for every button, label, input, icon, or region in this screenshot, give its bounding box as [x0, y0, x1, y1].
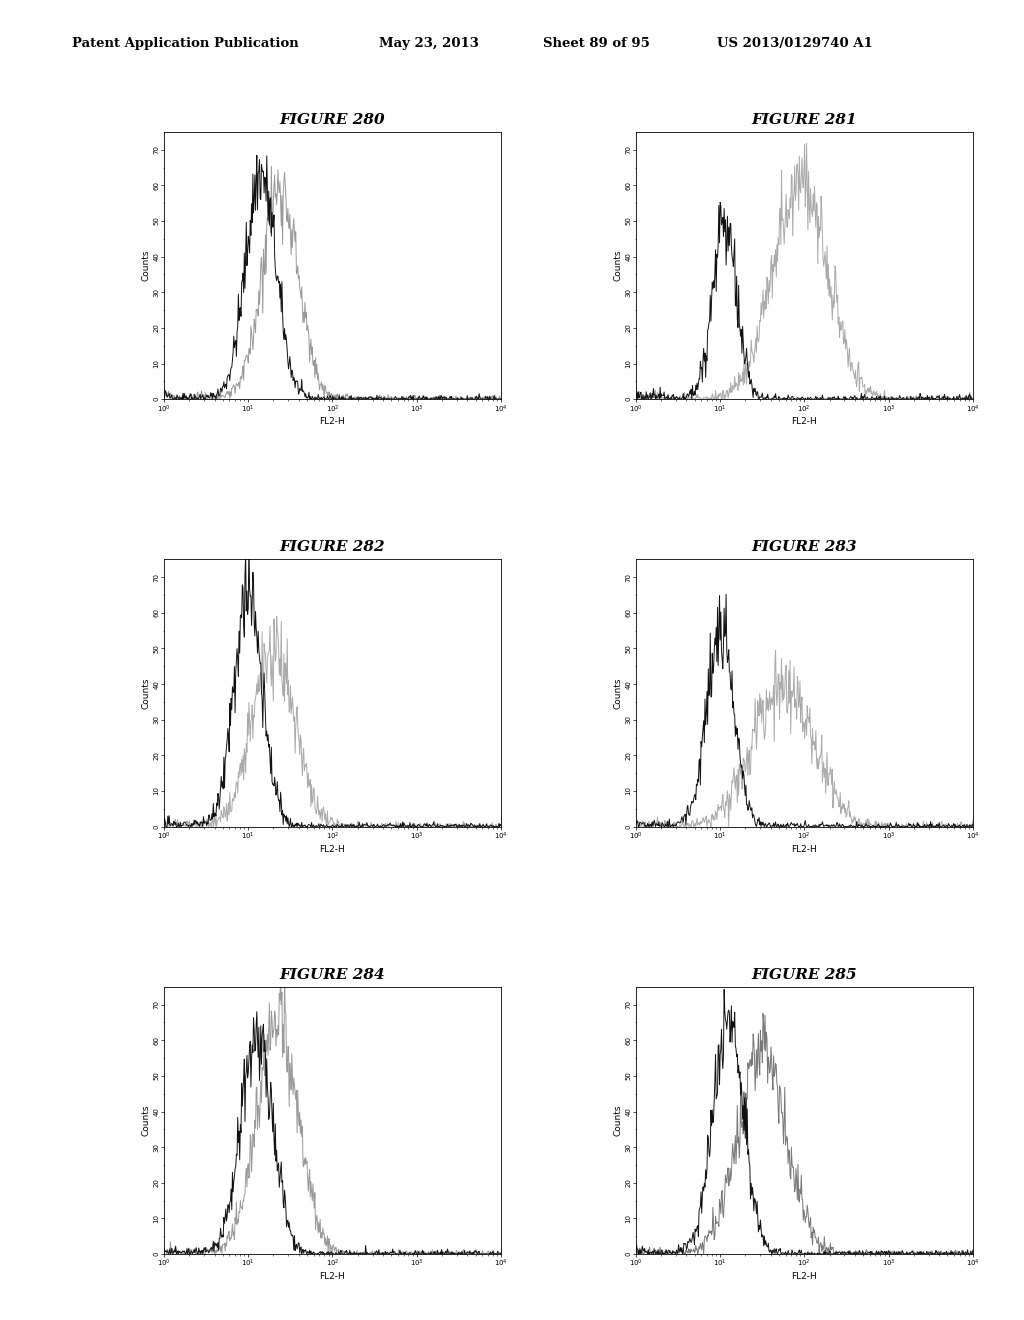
Title: FIGURE 280: FIGURE 280: [280, 112, 385, 127]
Y-axis label: Counts: Counts: [142, 249, 151, 281]
X-axis label: FL2-H: FL2-H: [319, 1272, 345, 1282]
X-axis label: FL2-H: FL2-H: [792, 1272, 817, 1282]
Title: FIGURE 282: FIGURE 282: [280, 540, 385, 554]
X-axis label: FL2-H: FL2-H: [319, 845, 345, 854]
Text: Patent Application Publication: Patent Application Publication: [72, 37, 298, 50]
X-axis label: FL2-H: FL2-H: [319, 417, 345, 426]
Title: FIGURE 284: FIGURE 284: [280, 968, 385, 982]
Text: US 2013/0129740 A1: US 2013/0129740 A1: [717, 37, 872, 50]
Title: FIGURE 283: FIGURE 283: [752, 540, 857, 554]
Y-axis label: Counts: Counts: [613, 677, 623, 709]
Y-axis label: Counts: Counts: [613, 249, 623, 281]
X-axis label: FL2-H: FL2-H: [792, 417, 817, 426]
Y-axis label: Counts: Counts: [142, 677, 151, 709]
X-axis label: FL2-H: FL2-H: [792, 845, 817, 854]
Y-axis label: Counts: Counts: [142, 1105, 151, 1137]
Title: FIGURE 281: FIGURE 281: [752, 112, 857, 127]
Y-axis label: Counts: Counts: [613, 1105, 623, 1137]
Text: Sheet 89 of 95: Sheet 89 of 95: [543, 37, 649, 50]
Title: FIGURE 285: FIGURE 285: [752, 968, 857, 982]
Text: May 23, 2013: May 23, 2013: [379, 37, 479, 50]
